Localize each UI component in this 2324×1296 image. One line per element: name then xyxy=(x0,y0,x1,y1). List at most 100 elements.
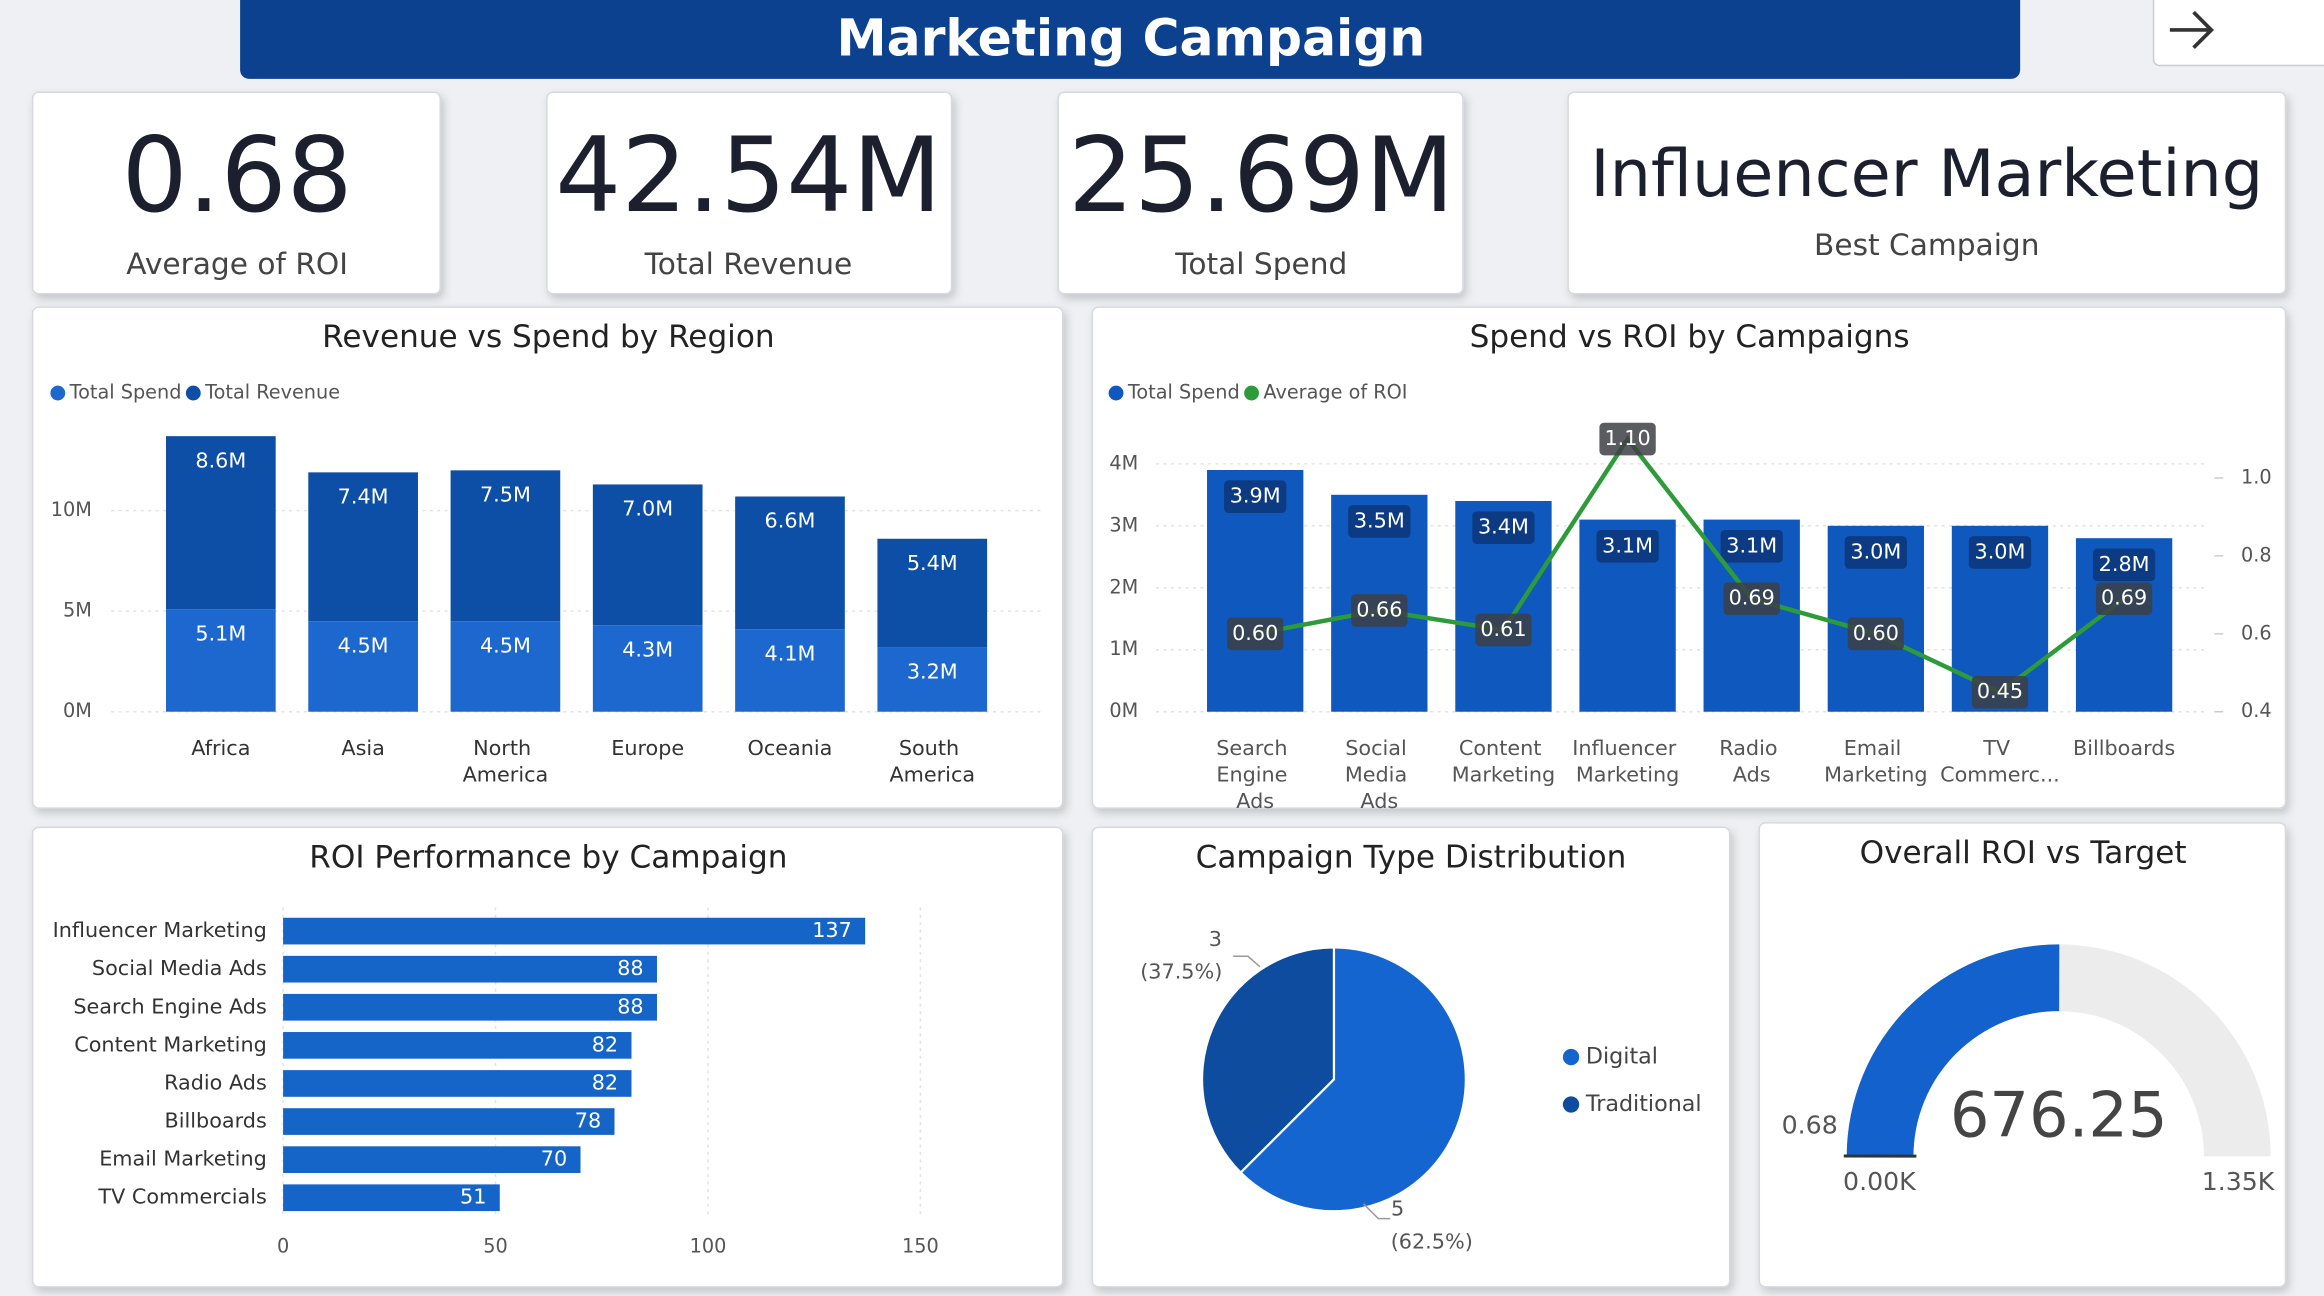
bar xyxy=(283,917,866,945)
y-tick-label: Billboards xyxy=(165,1109,267,1133)
y-tick-label: Influencer Marketing xyxy=(53,918,267,942)
x-tick-label: South America xyxy=(889,736,975,787)
bar-segment xyxy=(450,470,561,622)
data-label-bg xyxy=(1844,536,1907,569)
legend-label: Total Spend xyxy=(1127,381,1240,404)
y-tick-label: 1M xyxy=(1109,637,1138,660)
y-tick-label: 0M xyxy=(63,699,92,722)
kpi-value: 42.54M xyxy=(555,116,942,236)
bar xyxy=(283,993,657,1021)
bar xyxy=(283,1184,500,1212)
bar-segment xyxy=(308,621,418,712)
x-tick-label: Social Media Ads xyxy=(1345,736,1414,813)
legend-label: Total Spend xyxy=(69,381,182,404)
gauge-min-label: 0.00K xyxy=(1843,1167,1917,1196)
kpi-value: Influencer Marketing xyxy=(1590,136,2263,212)
kpi-label: Average of ROI xyxy=(126,246,348,281)
data-label: 78 xyxy=(575,1109,601,1133)
data-label: 82 xyxy=(592,1032,618,1056)
legend-marker xyxy=(1562,1096,1580,1113)
data-label: 5.4M xyxy=(907,551,958,575)
bar-segment xyxy=(877,647,988,712)
y-tick-label: 5M xyxy=(63,599,92,622)
data-label-bg xyxy=(1847,617,1904,651)
data-label: 88 xyxy=(617,994,643,1018)
data-label-bg xyxy=(1348,505,1411,538)
y-tick-label: Email Marketing xyxy=(99,1147,267,1171)
data-label: 0.60 xyxy=(1853,621,1899,645)
data-label: 7.5M xyxy=(480,483,531,507)
bar xyxy=(283,1070,632,1097)
data-label: 0.60 xyxy=(1232,621,1278,645)
legend-marker xyxy=(1108,385,1124,401)
data-label-bg xyxy=(2095,582,2153,616)
data-label-bg xyxy=(1723,582,1780,616)
x-tick-label: Influencer Marketing xyxy=(1572,736,1683,787)
kpi-value: 0.68 xyxy=(122,116,353,236)
y-tick-label: 10M xyxy=(51,498,92,521)
x-tick-label: Email Marketing xyxy=(1824,736,1927,787)
data-label: 1.10 xyxy=(1604,426,1650,450)
kpi-card xyxy=(1567,91,2287,295)
bar-segment xyxy=(308,472,418,622)
data-label: 70 xyxy=(541,1147,567,1171)
header-title: Marketing Campaign xyxy=(836,8,1425,67)
data-label-bg xyxy=(1971,675,2029,709)
x-tick-label: Oceania xyxy=(748,736,833,760)
header-bar xyxy=(240,0,2021,79)
data-label: 82 xyxy=(592,1070,618,1094)
data-label: 6.6M xyxy=(765,509,816,533)
data-label: 4.5M xyxy=(480,633,531,657)
y-tick-label: TV Commercials xyxy=(97,1185,266,1209)
data-label-bg xyxy=(1720,529,1783,563)
y-tick-label: 0M xyxy=(1109,699,1138,722)
data-label: 3 xyxy=(1209,927,1222,951)
data-label: 7.0M xyxy=(622,497,673,521)
kpi-card xyxy=(1057,91,1464,295)
chart-title: ROI Performance by Campaign xyxy=(309,839,787,875)
data-label: 3.9M xyxy=(1230,484,1281,508)
y-tick-label: Content Marketing xyxy=(74,1032,267,1056)
bar-segment xyxy=(735,629,845,712)
x-tick-label: Africa xyxy=(191,736,250,760)
data-label-bg xyxy=(1351,594,1408,627)
chart-title: Overall ROI vs Target xyxy=(1860,835,2187,871)
bar-segment xyxy=(592,484,703,626)
legend-marker xyxy=(185,385,201,401)
x-tick-label: Billboards xyxy=(2073,736,2175,760)
x-tick-label: Radio Ads xyxy=(1719,736,1784,787)
data-label: 3.2M xyxy=(907,660,958,684)
chart-title: Revenue vs Spend by Region xyxy=(322,319,774,355)
y2-tick-label: 0.6 xyxy=(2241,621,2272,644)
legend-label: Traditional xyxy=(1585,1091,1702,1117)
data-label: 3.5M xyxy=(1354,508,1405,532)
chart-title: Campaign Type Distribution xyxy=(1196,839,1627,875)
leader-line xyxy=(1233,955,1261,968)
y2-tick-label: 1.0 xyxy=(2241,465,2272,488)
y-tick-label: 3M xyxy=(1109,513,1138,536)
arrow-icon[interactable] xyxy=(2169,10,2214,50)
bar-segment xyxy=(592,625,703,712)
x-tick-label: 100 xyxy=(690,1234,727,1257)
bar-segment xyxy=(877,538,988,648)
legend-marker xyxy=(1562,1048,1580,1066)
data-label: 88 xyxy=(617,956,643,980)
y-tick-label: Search Engine Ads xyxy=(73,994,266,1018)
data-label-bg xyxy=(1968,536,2032,569)
y-tick-label: 4M xyxy=(1109,451,1138,474)
data-label-bg xyxy=(1599,422,1656,456)
gauge-max-label: 1.35K xyxy=(2202,1167,2276,1196)
next-button[interactable] xyxy=(2152,0,2324,67)
kpi-label: Best Campaign xyxy=(1814,227,2039,262)
data-label: 0.45 xyxy=(1977,679,2023,703)
bar-segment xyxy=(166,609,276,712)
data-label: 51 xyxy=(460,1185,486,1209)
gauge-value: 676.25 xyxy=(1950,1078,2168,1151)
kpi-value: 25.69M xyxy=(1068,116,1455,236)
data-label-bg xyxy=(1475,613,1532,647)
pie-slice xyxy=(1239,946,1467,1213)
legend-label: Digital xyxy=(1586,1044,1658,1070)
data-label: (37.5%) xyxy=(1140,960,1222,984)
